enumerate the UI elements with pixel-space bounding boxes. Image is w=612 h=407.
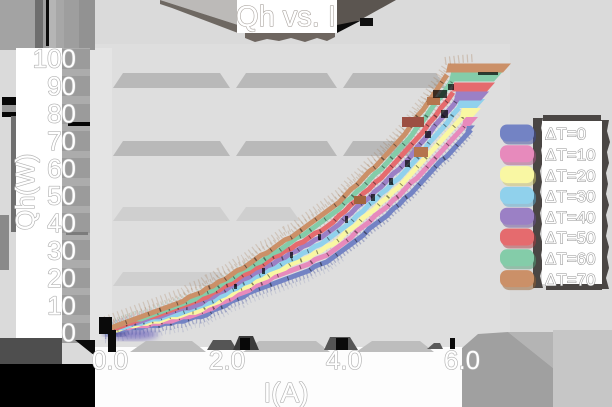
svg-text:30: 30	[47, 236, 76, 266]
svg-text:ΔT=40: ΔT=40	[545, 208, 596, 227]
svg-text:100: 100	[33, 44, 76, 74]
svg-text:ΔT=60: ΔT=60	[545, 250, 596, 269]
svg-text:2.0: 2.0	[209, 345, 245, 375]
svg-text:90: 90	[47, 71, 76, 101]
svg-text:ΔT=20: ΔT=20	[545, 166, 596, 185]
svg-text:ΔT=70: ΔT=70	[545, 270, 596, 289]
svg-text:ΔT=0: ΔT=0	[545, 125, 586, 144]
svg-text:ΔT=50: ΔT=50	[545, 229, 596, 248]
svg-text:I(A): I(A)	[263, 377, 308, 407]
svg-text:Qh vs. I: Qh vs. I	[236, 1, 336, 33]
svg-text:80: 80	[47, 99, 76, 129]
svg-text:0.0: 0.0	[92, 345, 128, 375]
svg-text:20: 20	[47, 263, 76, 293]
svg-text:ΔT=10: ΔT=10	[545, 146, 596, 165]
svg-text:70: 70	[47, 126, 76, 156]
svg-text:10: 10	[47, 290, 76, 320]
svg-text:6.0: 6.0	[444, 345, 480, 375]
svg-text:ΔT=30: ΔT=30	[545, 187, 596, 206]
svg-text:60: 60	[47, 153, 76, 183]
svg-text:Qh(W): Qh(W)	[10, 154, 40, 231]
svg-text:40: 40	[47, 208, 76, 238]
svg-text:0: 0	[62, 318, 76, 348]
svg-text:4.0: 4.0	[326, 345, 362, 375]
svg-text:50: 50	[47, 181, 76, 211]
